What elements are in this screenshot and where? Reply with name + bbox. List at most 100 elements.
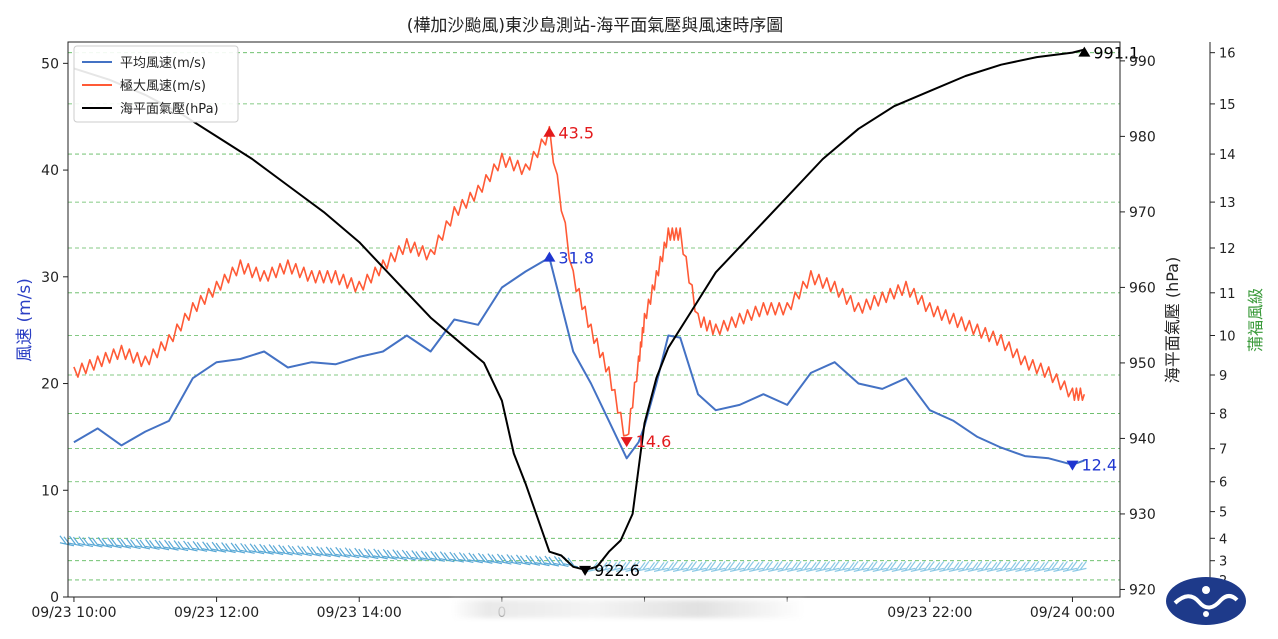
wind-barb — [891, 561, 907, 572]
y-tick-label-right: 930 — [1129, 507, 1156, 523]
annotation-marker — [579, 565, 592, 576]
wind-barb — [515, 554, 531, 566]
wind-barb — [710, 561, 726, 572]
beaufort-tick-label: 8 — [1219, 407, 1227, 422]
y-tick-label-right: 960 — [1129, 280, 1156, 296]
wind-barb — [872, 561, 888, 572]
beaufort-tick-label: 6 — [1219, 476, 1227, 491]
beaufort-tick-label: 14 — [1219, 148, 1236, 163]
wind-barbs — [59, 535, 1087, 572]
x-tick-label: 09/23 10:00 — [31, 605, 116, 621]
wind-barb — [325, 546, 341, 558]
annotation-label: 14.6 — [636, 432, 672, 451]
wind-barb — [768, 561, 783, 572]
annotation-label: 991.1 — [1093, 44, 1139, 63]
y-axis-right-label: 海平面氣壓 (hPa) — [1163, 257, 1182, 383]
chart-title: (樺加沙颱風)東沙島測站-海平面氣壓與風速時序圖 — [407, 16, 783, 36]
wind-barb — [553, 556, 569, 568]
y-tick-label-right: 990 — [1129, 54, 1156, 70]
wind-barb — [701, 561, 717, 572]
wind-barb — [1034, 561, 1049, 572]
wind-barb — [606, 561, 621, 572]
wind-barb — [729, 561, 745, 572]
wind-barb — [278, 544, 293, 556]
series-line-max-gust — [73, 125, 1086, 437]
y-tick-label-left: 20 — [41, 377, 59, 393]
annotation-label: 43.5 — [558, 124, 594, 143]
wind-barb — [948, 561, 964, 572]
wind-barb — [525, 554, 541, 566]
wind-barb — [787, 561, 802, 572]
wind-barb — [967, 561, 983, 572]
wind-barb — [230, 542, 246, 554]
beaufort-tick-label: 11 — [1219, 287, 1236, 302]
wind-barb — [653, 561, 669, 572]
y-tick-label-right: 980 — [1129, 129, 1156, 145]
annotations: 31.8 12.4 43.5 14.6 991.1 922.6 — [543, 44, 1139, 580]
wind-barb — [97, 536, 113, 548]
wind-barb — [986, 561, 1002, 572]
wind-barb — [259, 543, 274, 555]
wind-barb — [116, 537, 132, 549]
wind-barb — [477, 552, 493, 564]
wind-barb — [430, 550, 445, 562]
wind-barb — [920, 561, 935, 572]
beaufort-tick-label: 13 — [1219, 196, 1236, 211]
wind-barb — [107, 537, 122, 549]
wind-barb — [644, 561, 659, 572]
wind-barb — [739, 561, 755, 572]
beaufort-tick-label: 9 — [1219, 369, 1227, 384]
plot-frame — [67, 41, 1121, 598]
series-line-mean-wind — [73, 256, 1085, 466]
wind-barb — [458, 552, 474, 564]
wind-barb — [211, 541, 227, 553]
wind-barb — [135, 538, 151, 550]
wind-barb — [506, 554, 522, 566]
wind-barb — [392, 549, 407, 561]
wind-barb — [126, 538, 141, 550]
wind-barb — [268, 544, 284, 556]
y-axis-left: 0 10 20 30 40 50 — [41, 56, 68, 606]
legend-label-mean: 平均風速(m/s) — [120, 56, 206, 71]
annotation-marker — [543, 126, 556, 137]
wind-barb — [87, 536, 103, 548]
wind-barb — [401, 549, 417, 561]
wind-barb — [853, 561, 869, 572]
wind-barb — [596, 561, 612, 572]
annotation-label: 31.8 — [558, 249, 594, 268]
x-tick-label: 09/23 22:00 — [887, 605, 972, 621]
wind-barb — [297, 545, 312, 557]
annotation-label: 12.4 — [1081, 456, 1117, 475]
wind-barb — [202, 541, 217, 553]
wind-barb — [1062, 561, 1078, 572]
wind-barb — [78, 536, 94, 548]
y-tick-label-left: 50 — [41, 56, 59, 72]
wind-barb — [929, 561, 945, 572]
beaufort-tick-label: 4 — [1219, 532, 1227, 547]
wind-barb — [487, 553, 503, 565]
x-tick-label: 09/24 00:00 — [1030, 605, 1115, 621]
wind-barb — [373, 548, 388, 560]
wind-barb — [806, 561, 821, 572]
wind-barb — [382, 548, 398, 560]
wind-barb — [863, 561, 878, 572]
wind-barb — [439, 551, 455, 563]
y-tick-label-right: 920 — [1129, 582, 1156, 598]
wind-barb — [910, 561, 926, 572]
legend-label-pressure: 海平面氣壓(hPa) — [120, 102, 219, 117]
beaufort-tick-label: 12 — [1219, 242, 1236, 257]
wind-barb — [154, 539, 170, 551]
wind-barb — [449, 551, 464, 563]
annotation-marker — [1078, 46, 1091, 57]
beaufort-tick-label: 10 — [1219, 330, 1236, 345]
wind-barb — [1024, 561, 1040, 572]
wind-barb — [615, 561, 631, 572]
y-axis-left-label: 風速 (m/s) — [15, 278, 35, 362]
legend: 平均風速(m/s) 極大風速(m/s) 海平面氣壓(hPa) — [73, 45, 239, 123]
legend-label-gust: 極大風速(m/s) — [120, 78, 206, 94]
wind-barb — [544, 555, 560, 567]
beaufort-tick-label: 7 — [1219, 443, 1227, 458]
y-tick-label-right: 970 — [1129, 205, 1156, 221]
wind-barb — [682, 561, 698, 572]
